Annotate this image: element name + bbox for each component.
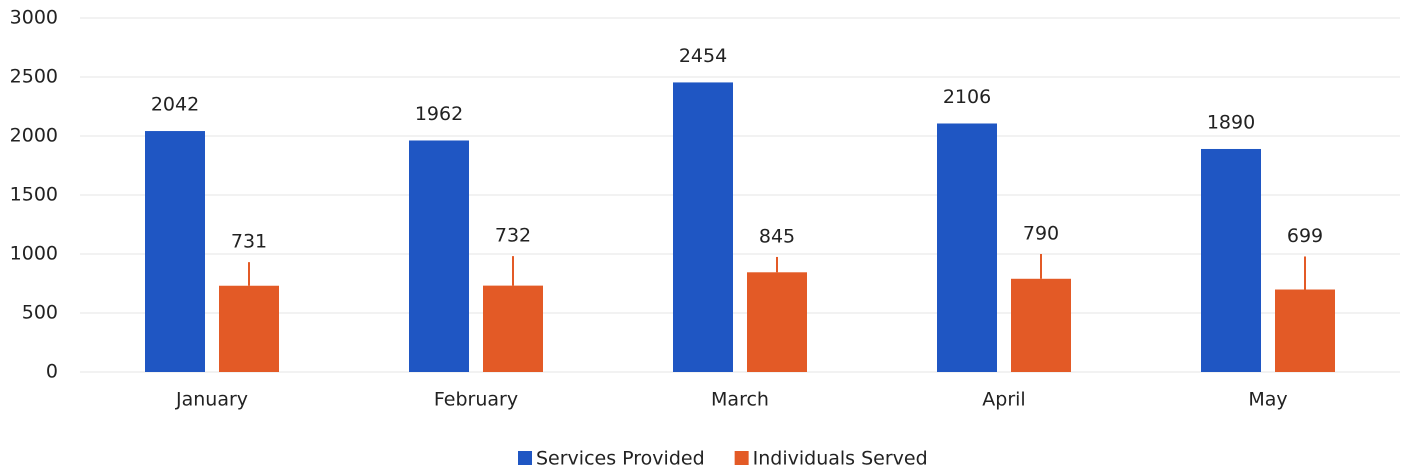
bar bbox=[1275, 289, 1335, 372]
data-label: 732 bbox=[495, 225, 531, 247]
bar bbox=[1011, 278, 1071, 372]
y-tick-label: 1500 bbox=[10, 184, 58, 206]
bar bbox=[409, 140, 469, 372]
x-tick-label: January bbox=[175, 389, 248, 411]
data-label: 699 bbox=[1287, 225, 1323, 247]
data-label: 731 bbox=[231, 231, 267, 253]
y-tick-label: 3000 bbox=[10, 7, 58, 29]
data-label: 845 bbox=[759, 225, 795, 247]
bar bbox=[145, 131, 205, 372]
legend-label: Services Provided bbox=[536, 448, 705, 470]
bar bbox=[483, 285, 543, 372]
bar bbox=[1201, 148, 1261, 372]
y-tick-label: 2000 bbox=[10, 125, 58, 147]
legend-swatch bbox=[734, 451, 749, 465]
bar bbox=[673, 82, 733, 372]
x-tick-label: March bbox=[711, 389, 769, 411]
data-label: 1890 bbox=[1207, 111, 1255, 133]
y-tick-label: 500 bbox=[22, 302, 58, 324]
data-label: 2042 bbox=[151, 94, 199, 116]
data-label: 790 bbox=[1023, 223, 1059, 245]
legend-label: Individuals Served bbox=[753, 448, 928, 470]
x-tick-label: April bbox=[982, 389, 1025, 411]
data-label: 1962 bbox=[415, 103, 463, 125]
data-label: 2454 bbox=[679, 45, 727, 67]
y-tick-label: 2500 bbox=[10, 66, 58, 88]
bar bbox=[937, 123, 997, 372]
y-tick-label: 1000 bbox=[10, 243, 58, 265]
x-tick-label: May bbox=[1248, 389, 1287, 411]
x-tick-label: February bbox=[434, 389, 518, 411]
bar bbox=[219, 285, 279, 372]
bar bbox=[747, 272, 807, 372]
y-tick-label: 0 bbox=[46, 361, 58, 383]
data-label: 2106 bbox=[943, 86, 991, 108]
legend-swatch bbox=[518, 451, 532, 465]
